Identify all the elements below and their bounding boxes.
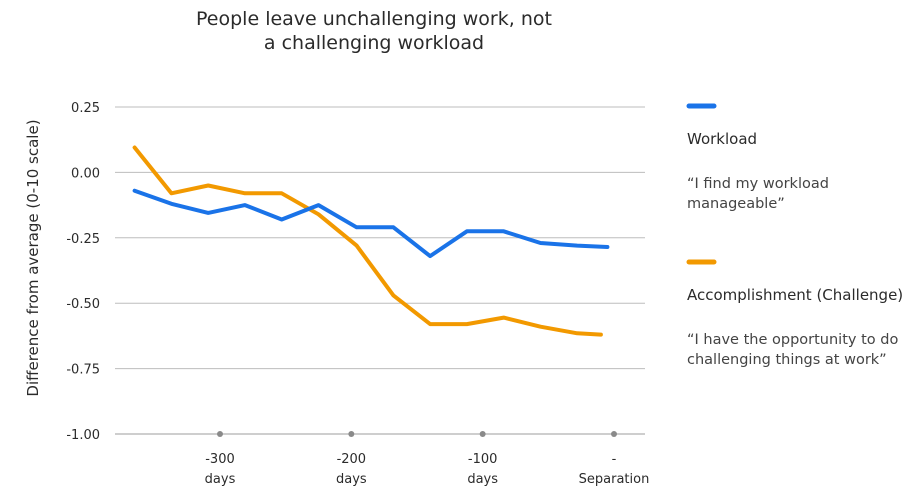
y-tick-label: -1.00 bbox=[66, 428, 100, 443]
y-tick-label: -0.25 bbox=[66, 232, 100, 247]
x-tick-label: Separation bbox=[579, 472, 650, 487]
x-tick-label: -300 bbox=[205, 452, 235, 467]
legend-series-quote: “I find my workload bbox=[687, 176, 829, 192]
gridlines bbox=[115, 106, 645, 435]
x-tick-marker bbox=[217, 431, 223, 437]
y-tick-label: -0.75 bbox=[66, 363, 100, 378]
x-tick-label: days bbox=[205, 472, 236, 487]
x-axis-ticks: -300 days -200 days -100 days - Separation bbox=[205, 431, 650, 487]
chart-title-line: People leave unchallenging work, not bbox=[196, 8, 552, 30]
series-lines bbox=[132, 145, 610, 337]
chart-title-line: a challenging workload bbox=[264, 32, 484, 54]
x-tick-label: days bbox=[336, 472, 367, 487]
legend-series-name: Accomplishment (Challenge) bbox=[687, 286, 903, 304]
x-tick-label: -200 bbox=[337, 452, 367, 467]
x-tick-label: -100 bbox=[468, 452, 498, 467]
x-tick-label: days bbox=[467, 472, 498, 487]
x-tick-label: - bbox=[612, 452, 617, 467]
legend-series-quote: manageable” bbox=[687, 196, 785, 212]
y-axis-ticks: 0.25 0.00 -0.25 -0.50 -0.75 -1.00 bbox=[66, 101, 100, 443]
y-tick-label: 0.00 bbox=[71, 166, 100, 181]
legend-series-quote: challenging things at work” bbox=[687, 352, 887, 368]
y-axis-label: Difference from average (0-10 scale) bbox=[24, 119, 42, 396]
x-tick-marker bbox=[479, 431, 486, 437]
y-tick-label: -0.50 bbox=[66, 297, 100, 312]
series-line-workload bbox=[132, 188, 610, 259]
y-tick-label: 0.25 bbox=[71, 101, 100, 116]
x-tick-marker bbox=[348, 431, 355, 437]
legend-series-name: Workload bbox=[687, 130, 757, 148]
x-tick-marker bbox=[611, 431, 617, 437]
series-line-accomplishment bbox=[132, 145, 603, 337]
legend: Workload “I find my workload manageable” Ac… bbox=[686, 103, 903, 368]
legend-series-quote: “I have the opportunity to do bbox=[687, 332, 898, 348]
